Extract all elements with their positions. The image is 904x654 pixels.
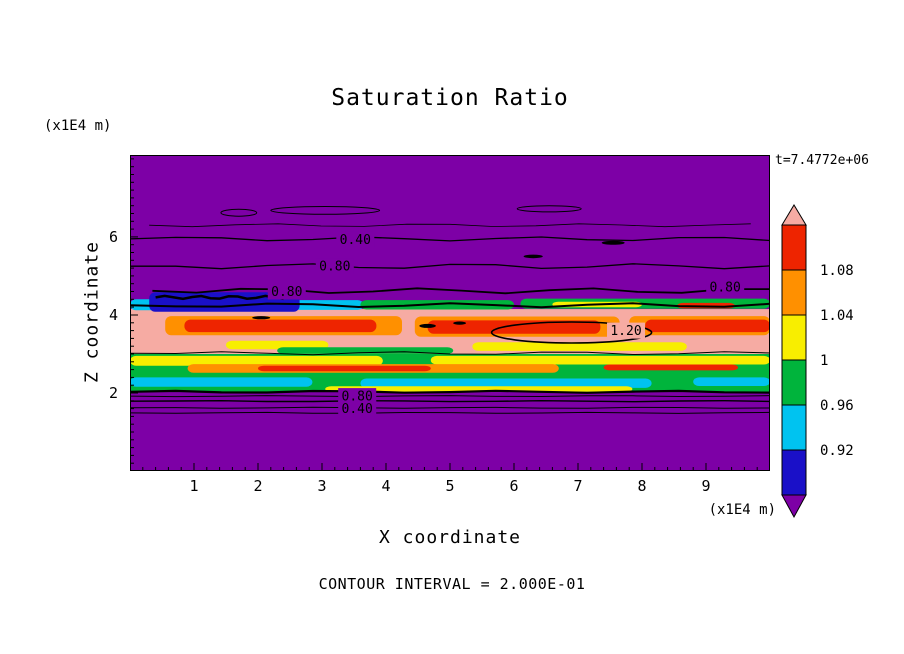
colorbar-tick-label: 1.08 <box>820 263 854 279</box>
colorbar-body <box>781 204 807 519</box>
contour-plot-svg: 0.400.800.80 0.801.200.800.40 <box>130 155 770 471</box>
contour-label: 1.20 <box>610 324 641 339</box>
plot-title: Saturation Ratio <box>331 85 569 111</box>
x-tick-label: 3 <box>317 477 327 495</box>
x-tick-label: 4 <box>381 477 391 495</box>
contour-label: 0.80 <box>271 285 302 300</box>
x-tick-label: 8 <box>637 477 647 495</box>
contour-fills <box>130 155 770 471</box>
x-tick-label: 9 <box>701 477 711 495</box>
colorbar-svg: 1.08 1.04 1 0.96 0.92 <box>781 204 854 519</box>
plot-area: 0.40 0.80 0.80 0.80 1.20 0.80 0.40 <box>130 155 770 471</box>
colorbar: 1.08 1.04 1 0.96 0.92 <box>778 200 888 522</box>
y-tick-label: 4 <box>108 305 118 324</box>
x-tick-label: 2 <box>253 477 263 495</box>
colorbar-tick-label: 1 <box>820 353 828 369</box>
x-axis-units: (x1E4 m) <box>708 502 776 518</box>
colorbar-labels: 1.08 1.04 1 0.96 0.92 <box>820 263 854 459</box>
y-tick-label: 6 <box>108 227 118 246</box>
colorbar-tick-label: 0.96 <box>820 398 854 414</box>
colorbar-tick-label: 0.92 <box>820 443 854 459</box>
x-tick-label: 5 <box>445 477 455 495</box>
contour-label-group: 0.400.800.80 0.801.200.800.40 <box>267 231 745 417</box>
x-tick-label: 1 <box>189 477 199 495</box>
x-axis-tick-labels: 1 2 3 4 5 6 7 8 9 <box>130 477 770 495</box>
contour-label: 0.80 <box>319 260 350 275</box>
x-tick-label: 6 <box>509 477 519 495</box>
colorbar-tick-label: 1.04 <box>820 308 854 324</box>
contour-label: 0.40 <box>342 402 373 417</box>
contour-label: 0.40 <box>340 233 371 248</box>
contour-lines <box>130 223 770 414</box>
y-tick-label: 2 <box>108 383 118 402</box>
y-axis-tick-labels: 2 4 6 <box>96 155 124 471</box>
x-axis-label: X coordinate <box>378 527 522 548</box>
timestamp-label: t=7.4772e+06 <box>775 153 869 168</box>
contour-interval-text: CONTOUR INTERVAL = 2.000E-01 <box>318 575 586 593</box>
x-tick-label: 7 <box>573 477 583 495</box>
plot-frame <box>130 155 770 471</box>
contour-loops <box>220 205 653 344</box>
contour-label: 0.80 <box>710 280 741 295</box>
y-axis-units: (x1E4 m) <box>44 118 112 134</box>
